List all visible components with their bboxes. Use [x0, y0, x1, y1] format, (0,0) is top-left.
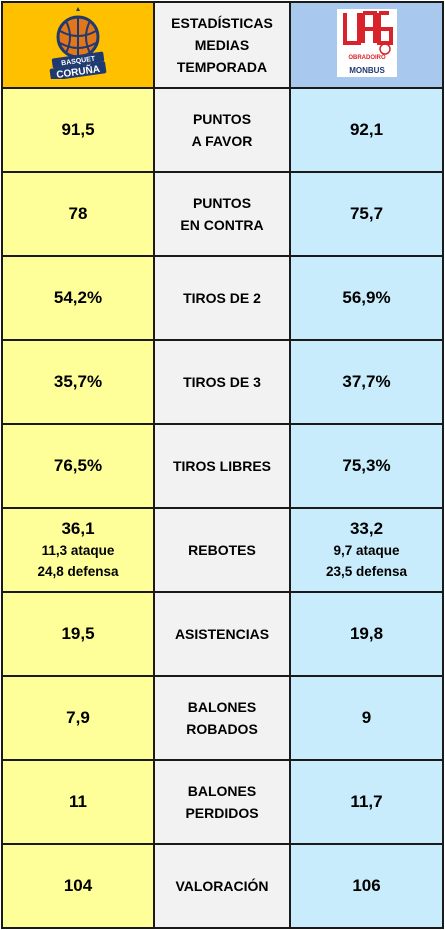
right-value: 9	[289, 675, 444, 761]
stat-label: PUNTOS EN CONTRA	[153, 171, 291, 257]
left-value: 7,9	[1, 675, 155, 761]
right-value: 11,7	[289, 759, 444, 845]
table-row: 36,1 11,3 ataque 24,8 defensa REBOTES 33…	[1, 507, 444, 593]
right-value: 37,7%	[289, 339, 444, 425]
left-value: 11	[1, 759, 155, 845]
left-value: 76,5%	[1, 423, 155, 509]
right-value: 92,1	[289, 87, 444, 173]
basquet-coruna-logo-cell: BASQUET CORUÑA	[1, 1, 155, 89]
left-rebotes-total: 36,1	[61, 519, 95, 538]
logo-text-obradoiro: OBRADOIRO	[348, 55, 386, 61]
right-value: 33,2 9,7 ataque 23,5 defensa	[289, 507, 444, 593]
basquet-coruna-logo: BASQUET CORUÑA	[49, 6, 107, 80]
stat-label: VALORACIÓN	[153, 843, 291, 929]
table-row: 78 PUNTOS EN CONTRA 75,7	[1, 171, 444, 257]
left-value: 35,7%	[1, 339, 155, 425]
logo-text-basquet: BASQUET	[61, 55, 97, 67]
table-row: 76,5% TIROS LIBRES 75,3%	[1, 423, 444, 509]
stat-label: TIROS DE 3	[153, 339, 291, 425]
title-line-3: TEMPORADA	[176, 59, 268, 75]
left-rebotes-ataque: 11,3 ataque	[41, 543, 115, 558]
right-value: 106	[289, 843, 444, 929]
obradoiro-logo: OBRADOIRO MONBUS	[336, 8, 397, 77]
obradoiro-logo-cell: OBRADOIRO MONBUS	[289, 1, 444, 89]
table-title: ESTADÍSTICAS MEDIAS TEMPORADA	[153, 1, 291, 89]
stat-label: PUNTOS A FAVOR	[153, 87, 291, 173]
stat-label: BALONES ROBADOS	[153, 675, 291, 761]
header-row: BASQUET CORUÑA ESTADÍSTICAS MEDIAS TEMPO…	[1, 1, 444, 89]
table-row: 54,2% TIROS DE 2 56,9%	[1, 255, 444, 341]
right-rebotes-defensa: 23,5 defensa	[325, 564, 408, 579]
right-rebotes-total: 33,2	[349, 519, 384, 538]
left-rebotes-defensa: 24,8 defensa	[37, 564, 119, 579]
title-line-2: MEDIAS	[194, 37, 250, 53]
logo-text-monbus: MONBUS	[349, 66, 385, 75]
left-value: 36,1 11,3 ataque 24,8 defensa	[1, 507, 155, 593]
left-value: 54,2%	[1, 255, 155, 341]
right-value: 56,9%	[289, 255, 444, 341]
right-value: 75,3%	[289, 423, 444, 509]
stat-label: TIROS LIBRES	[153, 423, 291, 509]
stat-label: ASISTENCIAS	[153, 591, 291, 677]
title-line-1: ESTADÍSTICAS	[171, 15, 273, 31]
left-value: 78	[1, 171, 155, 257]
table-row: 91,5 PUNTOS A FAVOR 92,1	[1, 87, 444, 173]
table-row: 19,5 ASISTENCIAS 19,8	[1, 591, 444, 677]
table-row: 104 VALORACIÓN 106	[1, 843, 444, 929]
right-value: 75,7	[289, 171, 444, 257]
table-row: 35,7% TIROS DE 3 37,7%	[1, 339, 444, 425]
left-value: 104	[1, 843, 155, 929]
stat-label: BALONES PERDIDOS	[153, 759, 291, 845]
table-row: 7,9 BALONES ROBADOS 9	[1, 675, 444, 761]
left-value: 91,5	[1, 87, 155, 173]
left-value: 19,5	[1, 591, 155, 677]
right-value: 19,8	[289, 591, 444, 677]
stat-label: TIROS DE 2	[153, 255, 291, 341]
stat-label: REBOTES	[153, 507, 291, 593]
table-row: 11 BALONES PERDIDOS 11,7	[1, 759, 444, 845]
right-rebotes-ataque: 9,7 ataque	[333, 543, 400, 558]
